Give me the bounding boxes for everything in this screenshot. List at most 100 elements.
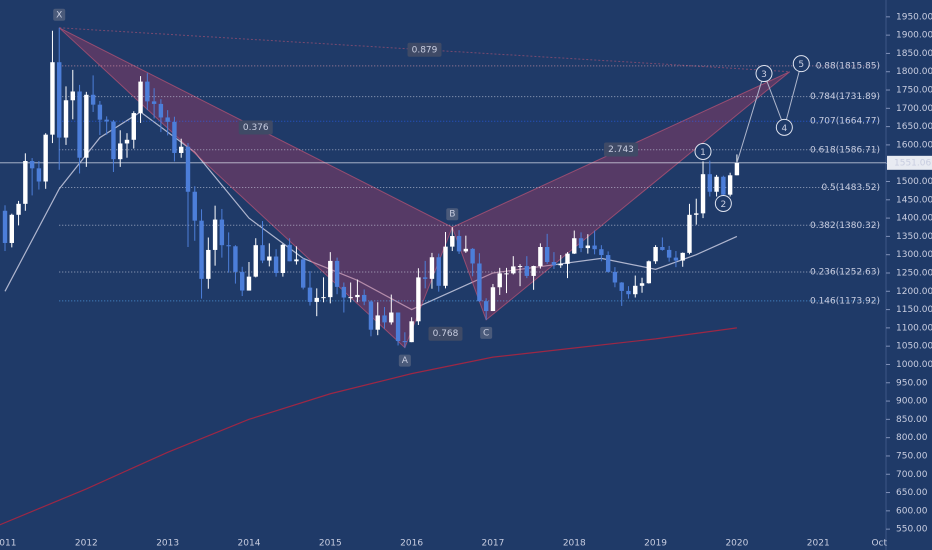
y-tick-label: 1750.00 bbox=[896, 86, 932, 96]
x-tick-label: 2016 bbox=[400, 539, 423, 549]
fib-label: 0.707(1664.77) bbox=[810, 117, 880, 127]
wave-marker bbox=[755, 65, 773, 83]
candle-body bbox=[538, 247, 543, 267]
ratio-box bbox=[428, 326, 463, 341]
candle-body bbox=[185, 146, 191, 192]
candle-body bbox=[57, 62, 62, 138]
candle-body bbox=[592, 245, 597, 250]
candle-body bbox=[361, 294, 367, 302]
candle-body bbox=[294, 259, 299, 262]
y-tick-label: 600.00 bbox=[896, 506, 928, 516]
wave-label: 3 bbox=[761, 70, 767, 80]
candle-body bbox=[328, 260, 333, 298]
price-label: 1551.06 bbox=[894, 158, 931, 168]
candle-body bbox=[429, 257, 435, 279]
candle-body bbox=[551, 262, 557, 266]
fib-label: 0.236(1252.63) bbox=[810, 268, 880, 278]
candle-body bbox=[721, 176, 726, 195]
candle-body bbox=[131, 113, 136, 140]
candle-body bbox=[578, 238, 584, 249]
candle-body bbox=[450, 236, 455, 247]
candle-body bbox=[179, 146, 184, 153]
y-tick-label: 1050.00 bbox=[896, 342, 932, 352]
candle-body bbox=[341, 286, 347, 298]
x-tick-label: 2020 bbox=[725, 539, 748, 549]
y-tick-label: 950.00 bbox=[896, 378, 928, 388]
candle-body bbox=[104, 119, 109, 122]
y-tick-label: 1650.00 bbox=[896, 122, 932, 132]
candle-body bbox=[212, 219, 218, 250]
candle-body bbox=[219, 219, 225, 246]
candle-body bbox=[29, 161, 35, 169]
candle-body bbox=[456, 236, 462, 252]
candle-body bbox=[565, 253, 570, 264]
candle-body bbox=[260, 245, 265, 261]
y-tick-label: 550.00 bbox=[896, 525, 928, 535]
candle-body bbox=[321, 297, 326, 299]
y-tick-label: 1300.00 bbox=[896, 250, 932, 260]
pattern-label-box bbox=[398, 354, 411, 367]
candle-body bbox=[599, 249, 604, 256]
candle-body bbox=[9, 214, 14, 243]
wave-path bbox=[736, 63, 802, 163]
x-tick-label: 2017 bbox=[481, 539, 504, 549]
candle-body bbox=[84, 94, 89, 158]
wave-marker bbox=[792, 55, 810, 73]
candle-body bbox=[666, 249, 672, 258]
candle-body bbox=[118, 143, 123, 160]
candle-body bbox=[145, 81, 150, 102]
candle-body bbox=[36, 168, 42, 182]
candle-body bbox=[2, 210, 8, 243]
candle-body bbox=[633, 285, 638, 295]
candle-body bbox=[734, 162, 740, 176]
x-tick-label: Oct bbox=[871, 539, 887, 549]
candle-body bbox=[422, 277, 428, 279]
y-tick-label: 900.00 bbox=[896, 397, 928, 407]
candle-body bbox=[50, 62, 55, 135]
wave-marker bbox=[714, 194, 732, 212]
moving-average bbox=[0, 327, 737, 526]
candle-body bbox=[158, 103, 164, 118]
candle-body bbox=[226, 245, 231, 247]
pattern-label: C bbox=[483, 328, 489, 338]
candle-body bbox=[416, 277, 421, 322]
candle-body bbox=[727, 175, 733, 195]
candle-body bbox=[714, 176, 719, 192]
y-tick-label: 1700.00 bbox=[896, 104, 932, 114]
candle-body bbox=[43, 134, 48, 182]
y-tick-label: 1450.00 bbox=[896, 195, 932, 205]
candle-body bbox=[97, 104, 103, 120]
price-label-box bbox=[887, 155, 932, 170]
candle-body bbox=[172, 121, 177, 153]
candle-body bbox=[90, 94, 96, 105]
candle-body bbox=[483, 301, 489, 312]
candle-body bbox=[124, 139, 130, 144]
candle-body bbox=[605, 255, 611, 272]
pattern-label-box bbox=[480, 326, 493, 339]
candle-body bbox=[436, 257, 441, 286]
candle-body bbox=[700, 174, 706, 214]
y-tick-label: 1950.00 bbox=[896, 12, 932, 22]
moving-average bbox=[4, 111, 738, 311]
x-tick-label: 2013 bbox=[156, 539, 179, 549]
candle-body bbox=[558, 263, 563, 266]
candle-body bbox=[511, 266, 516, 274]
candle-body bbox=[463, 248, 469, 252]
ratio-box bbox=[238, 120, 273, 135]
candle-body bbox=[409, 321, 414, 343]
candle-body bbox=[619, 282, 624, 291]
candle-body bbox=[16, 203, 21, 215]
candle-body bbox=[572, 238, 577, 254]
y-tick-label: 1100.00 bbox=[896, 323, 932, 333]
candle-body bbox=[653, 247, 658, 262]
candle-body bbox=[375, 315, 380, 330]
candle-body bbox=[687, 214, 692, 253]
y-tick-label: 1200.00 bbox=[896, 287, 932, 297]
fib-label: 0.382(1380.32) bbox=[810, 221, 880, 231]
pattern-label: A bbox=[402, 356, 409, 366]
candle-body bbox=[267, 256, 272, 261]
candle-body bbox=[233, 246, 238, 272]
candle-body bbox=[443, 246, 448, 286]
candle-body bbox=[307, 287, 313, 302]
candle-body bbox=[287, 244, 292, 262]
